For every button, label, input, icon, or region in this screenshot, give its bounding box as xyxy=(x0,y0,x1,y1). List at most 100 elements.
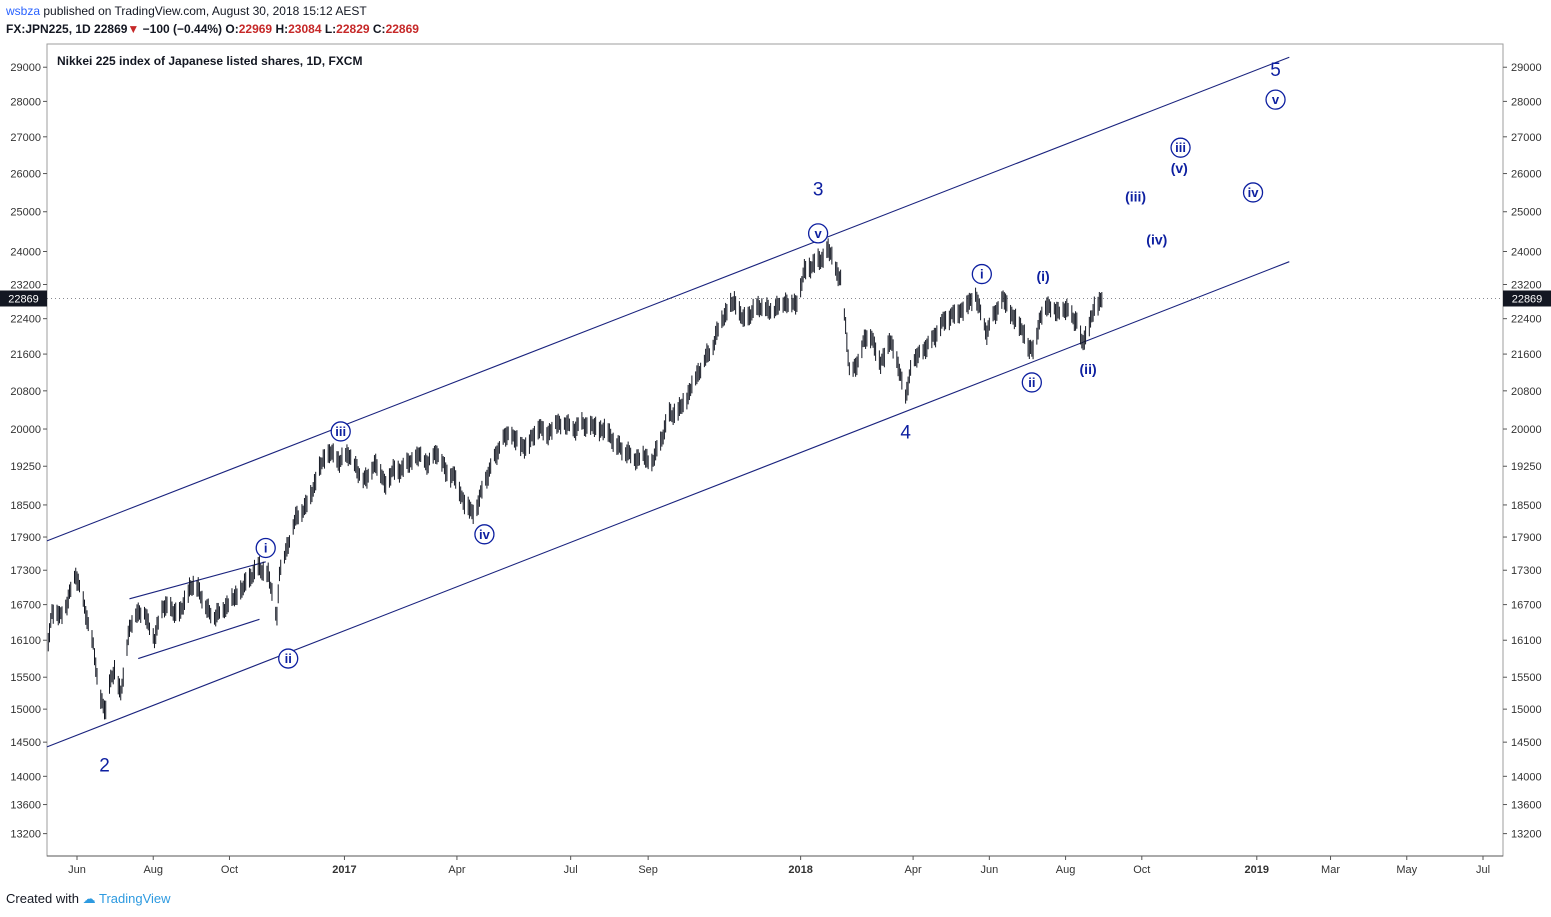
wave-label: iv xyxy=(479,527,491,542)
y-tick-label-right: 16700 xyxy=(1511,600,1542,612)
y-tick-label-left: 13600 xyxy=(10,800,41,812)
wave-label: iii xyxy=(1175,140,1186,155)
tradingview-link[interactable]: TradingView xyxy=(99,891,171,906)
y-tick-label-left: 14500 xyxy=(10,737,41,749)
channel-upper-line xyxy=(46,56,1290,542)
wave-label-circle xyxy=(1242,182,1264,203)
channel-lower-line xyxy=(46,261,1290,748)
wave-label: 4 xyxy=(900,422,911,443)
y-tick-label-left: 21600 xyxy=(10,349,41,361)
y-tick-label-right: 21600 xyxy=(1511,349,1542,361)
y-tick-label-right: 14500 xyxy=(1511,737,1542,749)
y-tick-label-left: 27000 xyxy=(10,132,41,144)
x-tick-label: Aug xyxy=(1056,864,1076,876)
x-tick-label: Oct xyxy=(221,864,238,876)
symbol-info: FX:JPN225, 1D 22869▼ −100 (−0.44%) O:229… xyxy=(6,22,419,36)
y-tick-label-left: 19250 xyxy=(10,461,41,473)
y-tick-label-left: 28000 xyxy=(10,96,41,108)
wave-label: (i) xyxy=(1036,268,1049,284)
y-tick-label-right: 27000 xyxy=(1511,132,1542,144)
low-label: L: xyxy=(324,22,337,36)
price-change: −100 (−0.44%) xyxy=(142,22,223,36)
x-tick-label: Apr xyxy=(905,864,922,876)
x-tick-label: Oct xyxy=(1133,864,1150,876)
wave-label-circle xyxy=(971,263,992,285)
y-tick-label-left: 22400 xyxy=(10,314,41,326)
down-arrow-icon: ▼ xyxy=(127,22,140,36)
wave-label: iii xyxy=(335,424,346,439)
y-tick-label-right: 17900 xyxy=(1511,532,1542,544)
price-badge-left xyxy=(0,290,47,307)
y-tick-label-left: 24000 xyxy=(10,246,41,258)
x-tick-label: Jul xyxy=(564,864,578,876)
created-with-text: Created with xyxy=(6,891,79,906)
y-tick-label-right: 18500 xyxy=(1511,500,1542,512)
x-tick-label: Aug xyxy=(143,864,163,876)
wave-label-circle xyxy=(474,524,495,545)
symbol-label: FX:JPN225, 1D xyxy=(6,22,91,36)
y-tick-label-left: 13200 xyxy=(10,829,41,841)
low-value: 22829 xyxy=(336,22,370,36)
y-tick-label-right: 26000 xyxy=(1511,169,1542,181)
wave-label: v xyxy=(815,226,823,241)
high-label: H: xyxy=(275,22,289,36)
x-tick-label: 2017 xyxy=(332,864,356,876)
wave-label-circle xyxy=(278,648,299,669)
y-tick-label-right: 15500 xyxy=(1511,672,1542,684)
y-tick-label-left: 23200 xyxy=(10,280,41,292)
published-text: published on TradingView.com, August 30,… xyxy=(43,4,367,18)
y-tick-label-right: 23200 xyxy=(1511,280,1542,292)
y-tick-label-right: 22400 xyxy=(1511,314,1542,326)
y-tick-label-right: 14000 xyxy=(1511,771,1542,783)
y-tick-label-left: 18500 xyxy=(10,500,41,512)
y-tick-label-left: 15000 xyxy=(10,704,41,716)
close-label: C: xyxy=(372,22,386,36)
price-badge-right xyxy=(1503,290,1551,307)
y-tick-label-left: 14000 xyxy=(10,771,41,783)
x-tick-label: Mar xyxy=(1321,864,1340,876)
y-tick-label-left: 29000 xyxy=(10,62,41,74)
x-tick-label: May xyxy=(1396,864,1417,876)
x-tick-label: 2018 xyxy=(788,864,812,876)
wave-label: ii xyxy=(285,651,292,666)
y-tick-label-right: 19250 xyxy=(1511,461,1542,473)
close-value: 22869 xyxy=(385,22,419,36)
price-bars xyxy=(47,238,1103,720)
x-tick-label: Sep xyxy=(638,864,658,876)
wave-label: 5 xyxy=(1270,60,1281,81)
wave-label-circle xyxy=(807,223,829,244)
wave-label-circle xyxy=(1170,137,1191,158)
price-badge-right-label: 22869 xyxy=(1512,293,1543,305)
tradingview-logo-icon[interactable]: ☁ xyxy=(82,891,96,906)
author-link[interactable]: wsbza xyxy=(6,4,41,18)
wave-label: 3 xyxy=(813,180,824,201)
y-tick-label-left: 26000 xyxy=(10,169,41,181)
wave-label: i xyxy=(980,267,984,282)
wave-label-circle xyxy=(330,421,351,442)
wave-label: iv xyxy=(1248,185,1260,200)
x-tick-label: Apr xyxy=(448,864,465,876)
wave-label: 2 xyxy=(99,756,110,777)
chart-title: Nikkei 225 index of Japanese listed shar… xyxy=(57,54,362,68)
y-tick-label-right: 16100 xyxy=(1511,635,1542,647)
y-tick-label-left: 16100 xyxy=(10,635,41,647)
y-tick-label-right: 20000 xyxy=(1511,424,1542,436)
y-tick-label-left: 16700 xyxy=(10,600,41,612)
high-value: 23084 xyxy=(288,22,322,36)
x-tick-label: 2019 xyxy=(1245,864,1269,876)
footer: Created with ☁ TradingView xyxy=(6,891,171,907)
y-tick-label-left: 20800 xyxy=(10,386,41,398)
wave-label: (v) xyxy=(1171,160,1188,176)
y-tick-label-right: 24000 xyxy=(1511,246,1542,258)
x-tick-label: Jun xyxy=(68,864,86,876)
y-tick-label-right: 13600 xyxy=(1511,800,1542,812)
y-tick-label-right: 13200 xyxy=(1511,829,1542,841)
last-price: 22869 xyxy=(94,22,128,36)
publish-info: wsbza published on TradingView.com, Augu… xyxy=(6,4,367,18)
wave-label: (ii) xyxy=(1080,361,1097,377)
plot-frame xyxy=(46,43,1504,857)
y-tick-label-left: 15500 xyxy=(10,672,41,684)
wave-label: i xyxy=(264,540,268,555)
y-tick-label-right: 15000 xyxy=(1511,704,1542,716)
